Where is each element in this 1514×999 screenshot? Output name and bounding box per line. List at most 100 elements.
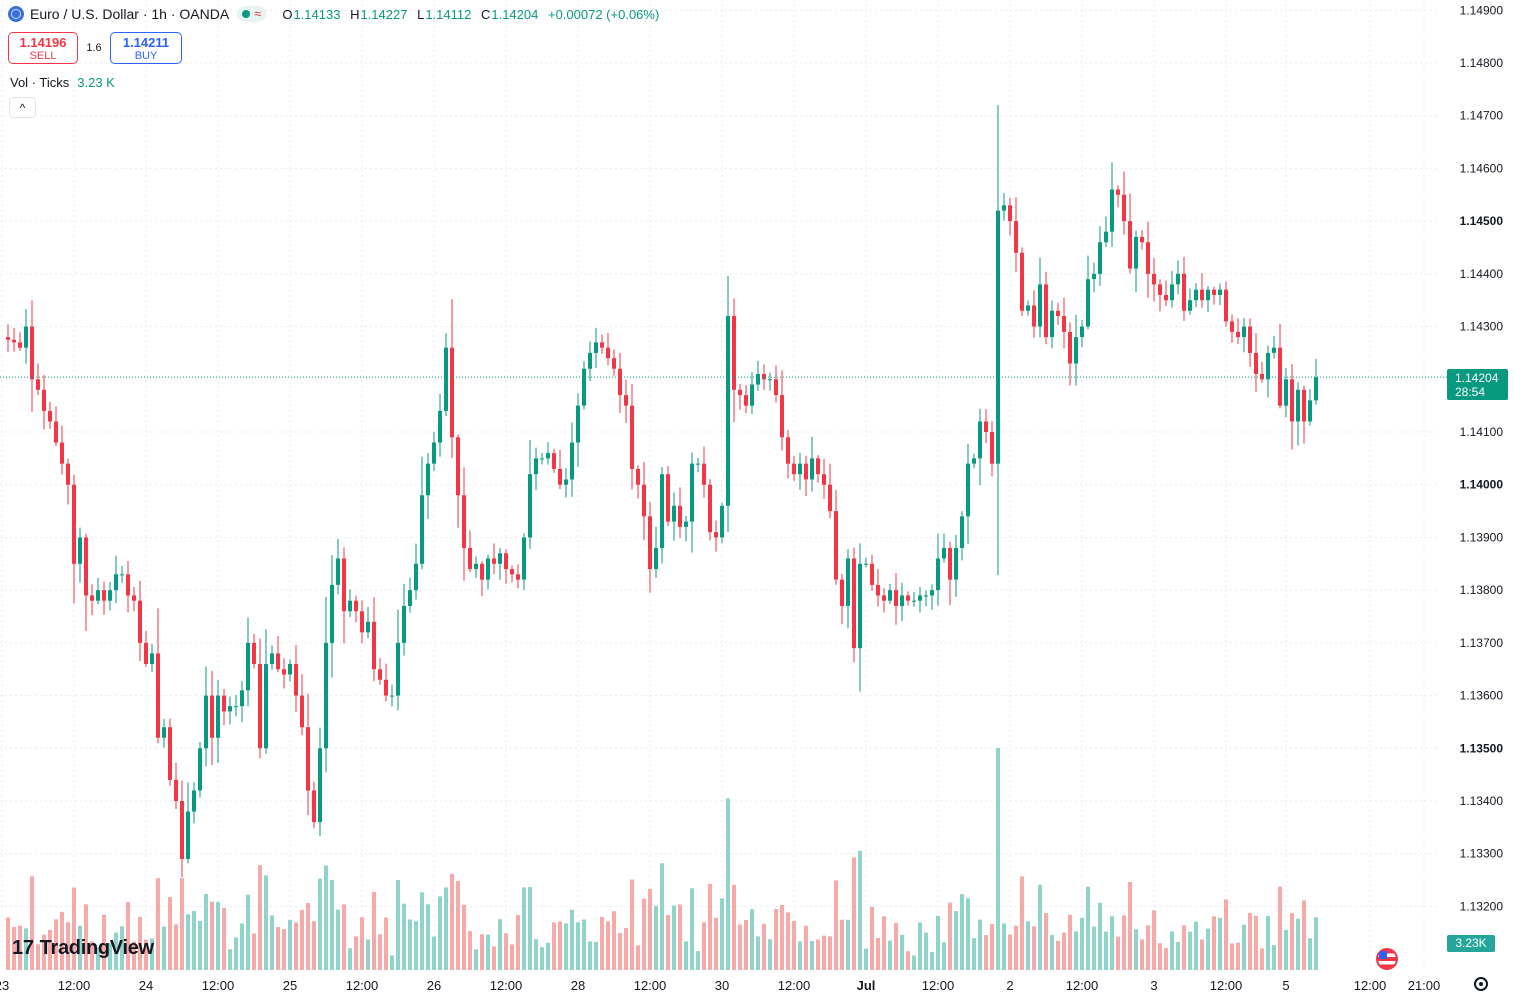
candle-body: [702, 463, 706, 485]
candle-body: [1116, 189, 1120, 195]
volume-bar: [72, 887, 76, 970]
volume-bar: [6, 917, 10, 970]
volume-bar: [420, 892, 424, 970]
candle-body: [1254, 352, 1258, 375]
volume-bar: [1170, 931, 1174, 970]
collapse-legend-button[interactable]: ^: [9, 97, 36, 118]
volume-bar: [750, 909, 754, 970]
time-axis[interactable]: 2312:002412:002512:002612:002812:003012:…: [0, 978, 1440, 993]
x-tick-label: 23: [0, 978, 9, 993]
buy-label: BUY: [134, 50, 158, 62]
candle-body: [1302, 389, 1306, 422]
volume-bar: [126, 901, 130, 970]
volume-bar: [618, 933, 622, 970]
candle: [690, 452, 694, 553]
candle-body: [1110, 189, 1114, 232]
candle: [330, 555, 334, 678]
candle-body: [12, 339, 16, 343]
candle: [312, 781, 316, 829]
candle: [1008, 197, 1012, 236]
candle: [684, 515, 688, 542]
candle-body: [1002, 205, 1006, 211]
volume-bar: [510, 944, 514, 970]
candle: [12, 328, 16, 352]
volume-bar: [354, 936, 358, 970]
y-tick-label: 1.13600: [1460, 689, 1504, 703]
candle-body: [288, 663, 292, 675]
tradingview-logo[interactable]: 17 TradingView: [12, 937, 154, 960]
volume-bar: [84, 904, 88, 970]
candle-body: [228, 706, 232, 712]
sell-button[interactable]: 1.14196 SELL: [8, 32, 78, 64]
candle-body: [426, 463, 430, 496]
candle: [378, 657, 382, 685]
candle-body: [1098, 242, 1102, 274]
volume-bar: [1044, 912, 1048, 970]
candle: [1086, 255, 1090, 330]
candle: [1254, 332, 1258, 392]
price-axis[interactable]: 1.14900 1.14800 1.14700 1.14600 1.14500 1.144…: [1460, 3, 1504, 913]
candle: [1104, 216, 1108, 247]
volume-bar: [12, 927, 16, 970]
volume-bar: [444, 887, 448, 970]
candle: [768, 372, 772, 391]
candle-body: [510, 569, 514, 575]
candle: [144, 630, 148, 667]
candle: [1296, 382, 1300, 446]
volume-bar: [1290, 913, 1294, 970]
candle: [342, 547, 346, 644]
volume-bar: [1194, 921, 1198, 970]
candle: [504, 549, 508, 584]
candle-body: [648, 516, 652, 570]
candle-body: [60, 442, 64, 464]
candle-body: [462, 495, 466, 548]
candle: [606, 332, 610, 366]
y-tick-label: 1.14000: [1460, 478, 1504, 492]
volume-bar: [342, 904, 346, 970]
volume-bar: [948, 902, 952, 970]
market-status[interactable]: ≈: [237, 6, 267, 22]
volume-bar: [1224, 899, 1228, 970]
candle-body: [1290, 379, 1294, 422]
volume-bar: [1050, 935, 1054, 970]
settings-icon[interactable]: [1474, 977, 1488, 991]
volume-bar: [90, 941, 94, 970]
symbol-title[interactable]: Euro / U.S. Dollar · 1h · OANDA: [30, 6, 230, 22]
volume-bar: [696, 951, 700, 970]
candle-body: [1314, 377, 1318, 401]
candle-body: [96, 590, 100, 601]
candle-body: [1134, 236, 1138, 269]
candle-body: [1170, 284, 1174, 301]
buy-button[interactable]: 1.14211 BUY: [110, 32, 182, 64]
close-value: 1.14204: [491, 6, 539, 22]
candle: [792, 456, 796, 481]
y-tick-label: 1.13400: [1460, 794, 1504, 808]
candle: [1122, 171, 1126, 235]
candle-body: [864, 563, 868, 565]
volume-bar: [114, 932, 118, 970]
candle: [462, 467, 466, 581]
volume-bar: [726, 798, 730, 970]
candle-body: [162, 727, 166, 738]
candle-body: [804, 463, 808, 480]
volume-bar: [1188, 931, 1192, 970]
candle: [834, 489, 838, 585]
candle: [6, 324, 10, 352]
candle: [30, 300, 34, 412]
candle: [1080, 320, 1084, 348]
volume-bar: [774, 909, 778, 970]
candle-body: [714, 532, 718, 538]
us-flag-icon[interactable]: [1376, 948, 1398, 970]
candle-body: [1206, 289, 1210, 301]
candle-body: [168, 727, 172, 780]
candle: [924, 590, 928, 607]
volume-legend[interactable]: Vol · Ticks 3.23 K: [10, 75, 115, 90]
candle-body: [936, 558, 940, 591]
y-tick-label: 1.14300: [1460, 320, 1504, 334]
candle-body: [996, 210, 1000, 464]
candle: [612, 349, 616, 376]
candle-body: [126, 574, 130, 596]
volume-bar: [156, 878, 160, 970]
volume-bar: [282, 929, 286, 970]
